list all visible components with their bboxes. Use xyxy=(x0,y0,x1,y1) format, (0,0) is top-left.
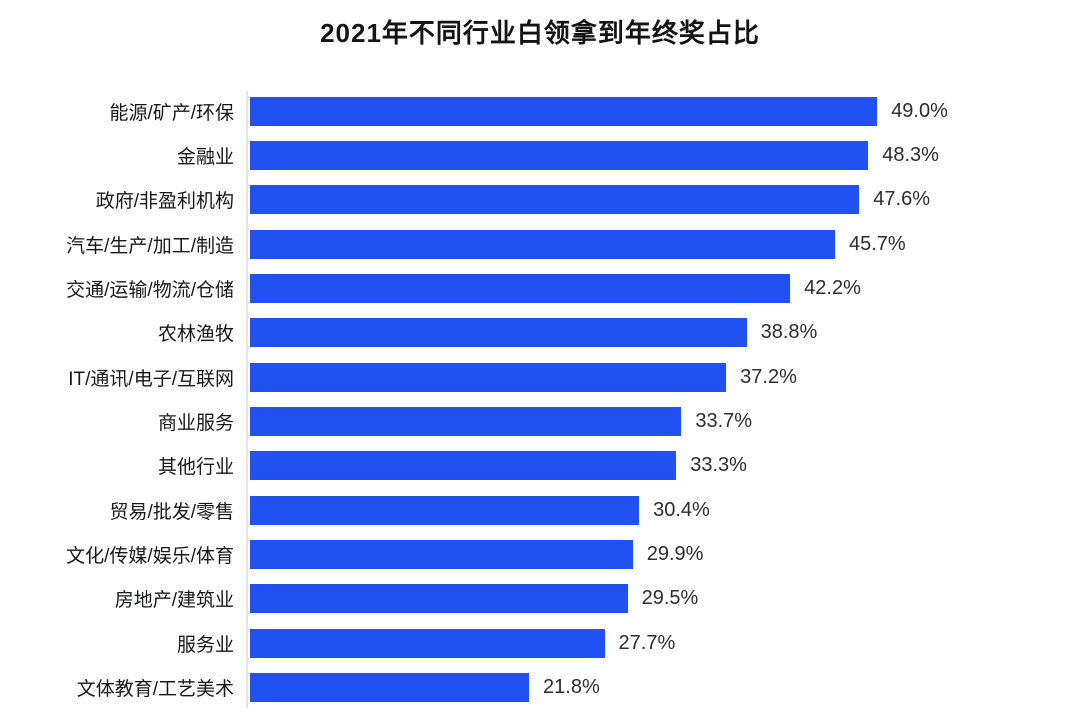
bar-value-label: 27.7% xyxy=(618,631,676,654)
bar xyxy=(250,584,628,614)
bar xyxy=(250,229,835,259)
bar-area: 42.2% xyxy=(250,266,1080,310)
chart-row: 其他行业 33.3% xyxy=(0,444,1080,488)
bar-value-label: 49.0% xyxy=(891,99,948,122)
bar-value-label: 29.5% xyxy=(641,587,699,610)
bar xyxy=(250,274,791,304)
bar-area: 47.6% xyxy=(250,178,1080,222)
bar xyxy=(250,185,860,215)
bar xyxy=(250,451,677,481)
category-label: 文化/传媒/娱乐/体育 xyxy=(66,546,234,568)
category-label: 商业服务 xyxy=(157,413,234,435)
bar xyxy=(250,362,727,392)
chart-row: 商业服务 33.7% xyxy=(0,399,1080,443)
bar-area: 21.8% xyxy=(250,665,1080,709)
chart-row: 服务业 27.7% xyxy=(0,621,1080,665)
bar-value-label: 37.2% xyxy=(740,365,797,388)
bar-value-label: 30.4% xyxy=(653,498,710,521)
bar xyxy=(250,407,682,437)
bar-value-label: 47.6% xyxy=(873,188,930,211)
chart-row: 文化/传媒/娱乐/体育 29.9% xyxy=(0,532,1080,576)
chart-row: IT/通讯/电子/互联网 37.2% xyxy=(0,355,1080,399)
bar-value-label: 33.7% xyxy=(695,410,753,433)
bar-value-label: 29.9% xyxy=(646,543,704,566)
bar-area: 45.7% xyxy=(250,222,1080,266)
bar xyxy=(250,96,878,126)
chart-row: 汽车/生产/加工/制造 45.7% xyxy=(0,222,1080,266)
bar-area: 30.4% xyxy=(250,488,1080,532)
chart-title: 2021年不同行业白领拿到年终奖占比 xyxy=(320,18,760,48)
chart-row: 政府/非盈利机构 47.6% xyxy=(0,178,1080,222)
bar xyxy=(250,540,633,570)
category-label: 房地产/建筑业 xyxy=(114,590,234,612)
category-label: 文体教育/工艺美术 xyxy=(76,679,234,701)
bar-area: 27.7% xyxy=(250,621,1080,665)
bar-area: 48.3% xyxy=(250,133,1080,177)
bar-area: 37.2% xyxy=(250,355,1080,399)
bar xyxy=(250,673,530,703)
bar-value-label: 42.2% xyxy=(804,277,861,300)
bar-value-label: 45.7% xyxy=(848,232,906,255)
chart-row: 能源/矿产/环保 49.0% xyxy=(0,89,1080,133)
bar-area: 33.3% xyxy=(250,444,1080,488)
bar-area: 29.5% xyxy=(250,577,1080,621)
y-axis-line xyxy=(246,91,248,708)
chart-row: 金融业 48.3% xyxy=(0,133,1080,177)
chart-row: 文体教育/工艺美术 21.8% xyxy=(0,665,1080,709)
bar xyxy=(250,318,747,348)
category-label: 农林渔牧 xyxy=(157,324,234,346)
category-label: 贸易/批发/零售 xyxy=(109,501,234,523)
bar-value-label: 21.8% xyxy=(543,676,600,699)
bar-area: 33.7% xyxy=(250,399,1080,443)
bar-chart: 能源/矿产/环保 49.0% 金融业 48.3% 政府/非盈利机构 47.6% … xyxy=(0,89,1080,710)
category-label: 服务业 xyxy=(176,634,234,656)
chart-row: 交通/运输/物流/仓储 42.2% xyxy=(0,266,1080,310)
category-label: 政府/非盈利机构 xyxy=(95,191,234,213)
bar xyxy=(250,628,605,658)
chart-row: 农林渔牧 38.8% xyxy=(0,311,1080,355)
category-label: 能源/矿产/环保 xyxy=(109,102,234,124)
category-label: 汽车/生产/加工/制造 xyxy=(66,235,234,257)
bar-area: 29.9% xyxy=(250,532,1080,576)
category-label: 其他行业 xyxy=(157,457,234,479)
category-label: 交通/运输/物流/仓储 xyxy=(66,280,234,302)
category-label: 金融业 xyxy=(176,147,234,169)
bar-value-label: 33.3% xyxy=(690,454,747,477)
chart-row: 房地产/建筑业 29.5% xyxy=(0,577,1080,621)
bar-value-label: 48.3% xyxy=(882,144,939,167)
bar xyxy=(250,495,640,525)
category-label: IT/通讯/电子/互联网 xyxy=(68,368,234,390)
bar-area: 49.0% xyxy=(250,89,1080,133)
chart-row: 贸易/批发/零售 30.4% xyxy=(0,488,1080,532)
bar xyxy=(250,141,869,171)
bar-value-label: 38.8% xyxy=(760,321,818,344)
bar-area: 38.8% xyxy=(250,311,1080,355)
